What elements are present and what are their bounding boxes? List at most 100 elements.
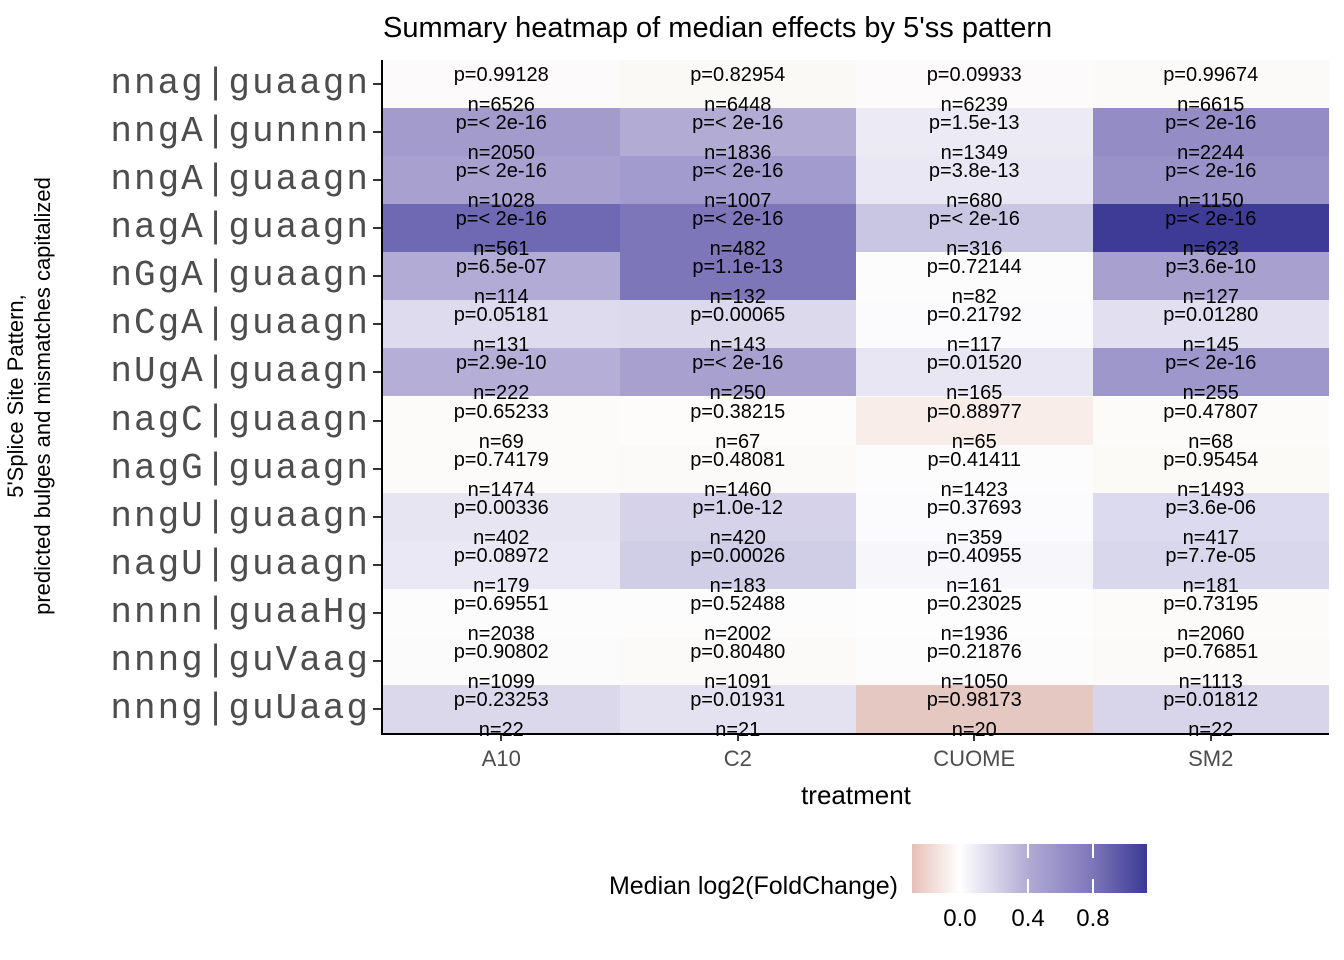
y-tick-mark — [373, 611, 381, 614]
y-tick-label: nagU|guaagn — [110, 543, 370, 585]
heatmap-cell-label: p=< 2e-16 n=561 — [383, 204, 620, 259]
heatmap-cell — [856, 348, 1093, 397]
cell-p-value: p=3.6e-06 — [1165, 496, 1257, 519]
cell-p-value: p=0.01520 — [926, 352, 1022, 375]
heatmap-cell — [1092, 588, 1329, 637]
cell-n-count: n=82 — [951, 286, 997, 309]
heatmap-cell-label: p=0.00065 n=143 — [620, 300, 857, 357]
heatmap-cell — [856, 684, 1093, 733]
heatmap-cell — [383, 396, 620, 445]
heatmap-cell — [1092, 156, 1329, 205]
heatmap-cell-label: p=< 2e-16 n=1836 — [620, 108, 857, 163]
x-tick-label: C2 — [723, 746, 752, 771]
cell-n-count: n=1028 — [467, 190, 535, 213]
heatmap-cell-label: p=< 2e-16 n=1150 — [1093, 156, 1330, 211]
heatmap-cell — [856, 108, 1093, 157]
cell-n-count: n=69 — [478, 430, 524, 453]
heatmap-cell — [856, 204, 1093, 253]
y-tick-label: nnag|guaagn — [110, 63, 370, 104]
heatmap-cell — [383, 300, 620, 349]
cell-n-count: n=1474 — [467, 478, 535, 501]
heatmap-cell-label: p=0.01520 n=165 — [856, 348, 1093, 403]
cell-n-count: n=1099 — [467, 670, 535, 693]
heatmap-cell — [619, 396, 856, 445]
heatmap-cell-label: p=0.88977 n=65 — [856, 397, 1093, 452]
cell-p-value: p=0.90802 — [453, 640, 549, 663]
heatmap-cell-label: p=0.74179 n=1474 — [383, 445, 620, 501]
cell-n-count: n=359 — [946, 526, 1003, 549]
heatmap-cell-label: p=0.23253 n=22 — [383, 685, 620, 740]
heatmap-cell-label: p=0.21792 n=117 — [856, 300, 1093, 355]
heatmap-cell-label: p=0.48081 n=1460 — [620, 445, 857, 500]
heatmap-cell — [1092, 444, 1329, 493]
cell-p-value: p=2.9e-10 — [455, 352, 547, 375]
y-tick-mark — [373, 227, 381, 230]
heatmap-cell — [619, 588, 856, 637]
cell-p-value: p=0.76851 — [1163, 640, 1259, 663]
heatmap-cell — [619, 492, 856, 541]
heatmap-cell-label: p=< 2e-16 n=255 — [1093, 348, 1330, 405]
y-tick-label: nnng|guUaag — [110, 687, 370, 729]
heatmap-cell — [383, 540, 620, 589]
cell-n-count: n=21 — [715, 718, 761, 741]
cell-n-count: n=417 — [1182, 526, 1239, 549]
cell-p-value: p=0.37693 — [926, 496, 1022, 519]
cell-n-count: n=181 — [1182, 574, 1239, 597]
cell-p-value: p=0.23253 — [453, 688, 549, 711]
cell-n-count: n=420 — [709, 526, 766, 549]
heatmap-cell-label: p=< 2e-16 n=623 — [1093, 204, 1330, 261]
cell-p-value: p=0.99128 — [453, 64, 549, 86]
heatmap-cell — [1092, 684, 1329, 733]
heatmap-cell — [383, 60, 620, 109]
heatmap-cell — [1092, 540, 1329, 589]
legend-tick-label: 0.0 — [943, 905, 977, 932]
legend-bar-tick — [1027, 844, 1030, 858]
cell-n-count: n=6448 — [704, 94, 772, 116]
cell-p-value: p=0.23025 — [926, 592, 1022, 615]
x-tick-label: A10 — [481, 746, 521, 771]
heatmap-cell — [856, 60, 1093, 109]
cell-n-count: n=623 — [1182, 238, 1239, 261]
heatmap-cell — [856, 156, 1093, 205]
heatmap-cell-label: p=< 2e-16 n=482 — [620, 204, 857, 259]
heatmap-cell — [619, 444, 856, 493]
y-tick-label: nCgA|guaagn — [110, 303, 370, 345]
cell-p-value: p=0.01931 — [690, 688, 786, 711]
heatmap-cell — [1092, 252, 1329, 301]
cell-n-count: n=131 — [473, 334, 530, 357]
heatmap-cell-label: p=0.01812 n=22 — [1093, 685, 1330, 741]
cell-p-value: p=0.01280 — [1163, 304, 1259, 327]
heatmap-cell — [1092, 348, 1329, 397]
cell-n-count: n=316 — [946, 238, 1003, 261]
cell-p-value: p=< 2e-16 — [455, 208, 547, 231]
y-tick-mark — [373, 275, 381, 278]
heatmap-cell — [619, 60, 856, 109]
heatmap-cell — [856, 252, 1093, 301]
heatmap-cell-label: p=7.7e-05 n=181 — [1093, 541, 1330, 597]
cell-n-count: n=132 — [709, 286, 766, 309]
x-tick-label: SM2 — [1188, 746, 1234, 771]
y-tick-mark — [373, 659, 381, 662]
x-tick-mark — [500, 733, 503, 741]
cell-n-count: n=255 — [1182, 382, 1239, 405]
cell-p-value: p=0.00336 — [453, 496, 549, 519]
y-tick-mark — [373, 371, 381, 374]
cell-p-value: p=< 2e-16 — [1165, 208, 1257, 231]
x-tick-mark — [1209, 733, 1212, 741]
heatmap-cell-label: p=0.52488 n=2002 — [620, 589, 857, 644]
heatmap-cell — [1092, 636, 1329, 685]
cell-p-value: p=0.88977 — [926, 400, 1022, 423]
cell-p-value: p=1.1e-13 — [692, 256, 784, 279]
cell-p-value: p=0.48081 — [690, 448, 786, 471]
cell-n-count: n=6526 — [467, 94, 535, 116]
heatmap-cell — [856, 588, 1093, 637]
cell-n-count: n=22 — [1188, 718, 1234, 741]
cell-p-value: p=0.00065 — [690, 304, 786, 327]
y-tick-mark — [373, 323, 381, 326]
heatmap-cell — [856, 540, 1093, 589]
heatmap-cell-label: p=< 2e-16 n=1028 — [383, 156, 620, 213]
cell-n-count: n=143 — [709, 334, 766, 357]
heatmap-cell — [383, 684, 620, 733]
heatmap-cell — [383, 252, 620, 301]
